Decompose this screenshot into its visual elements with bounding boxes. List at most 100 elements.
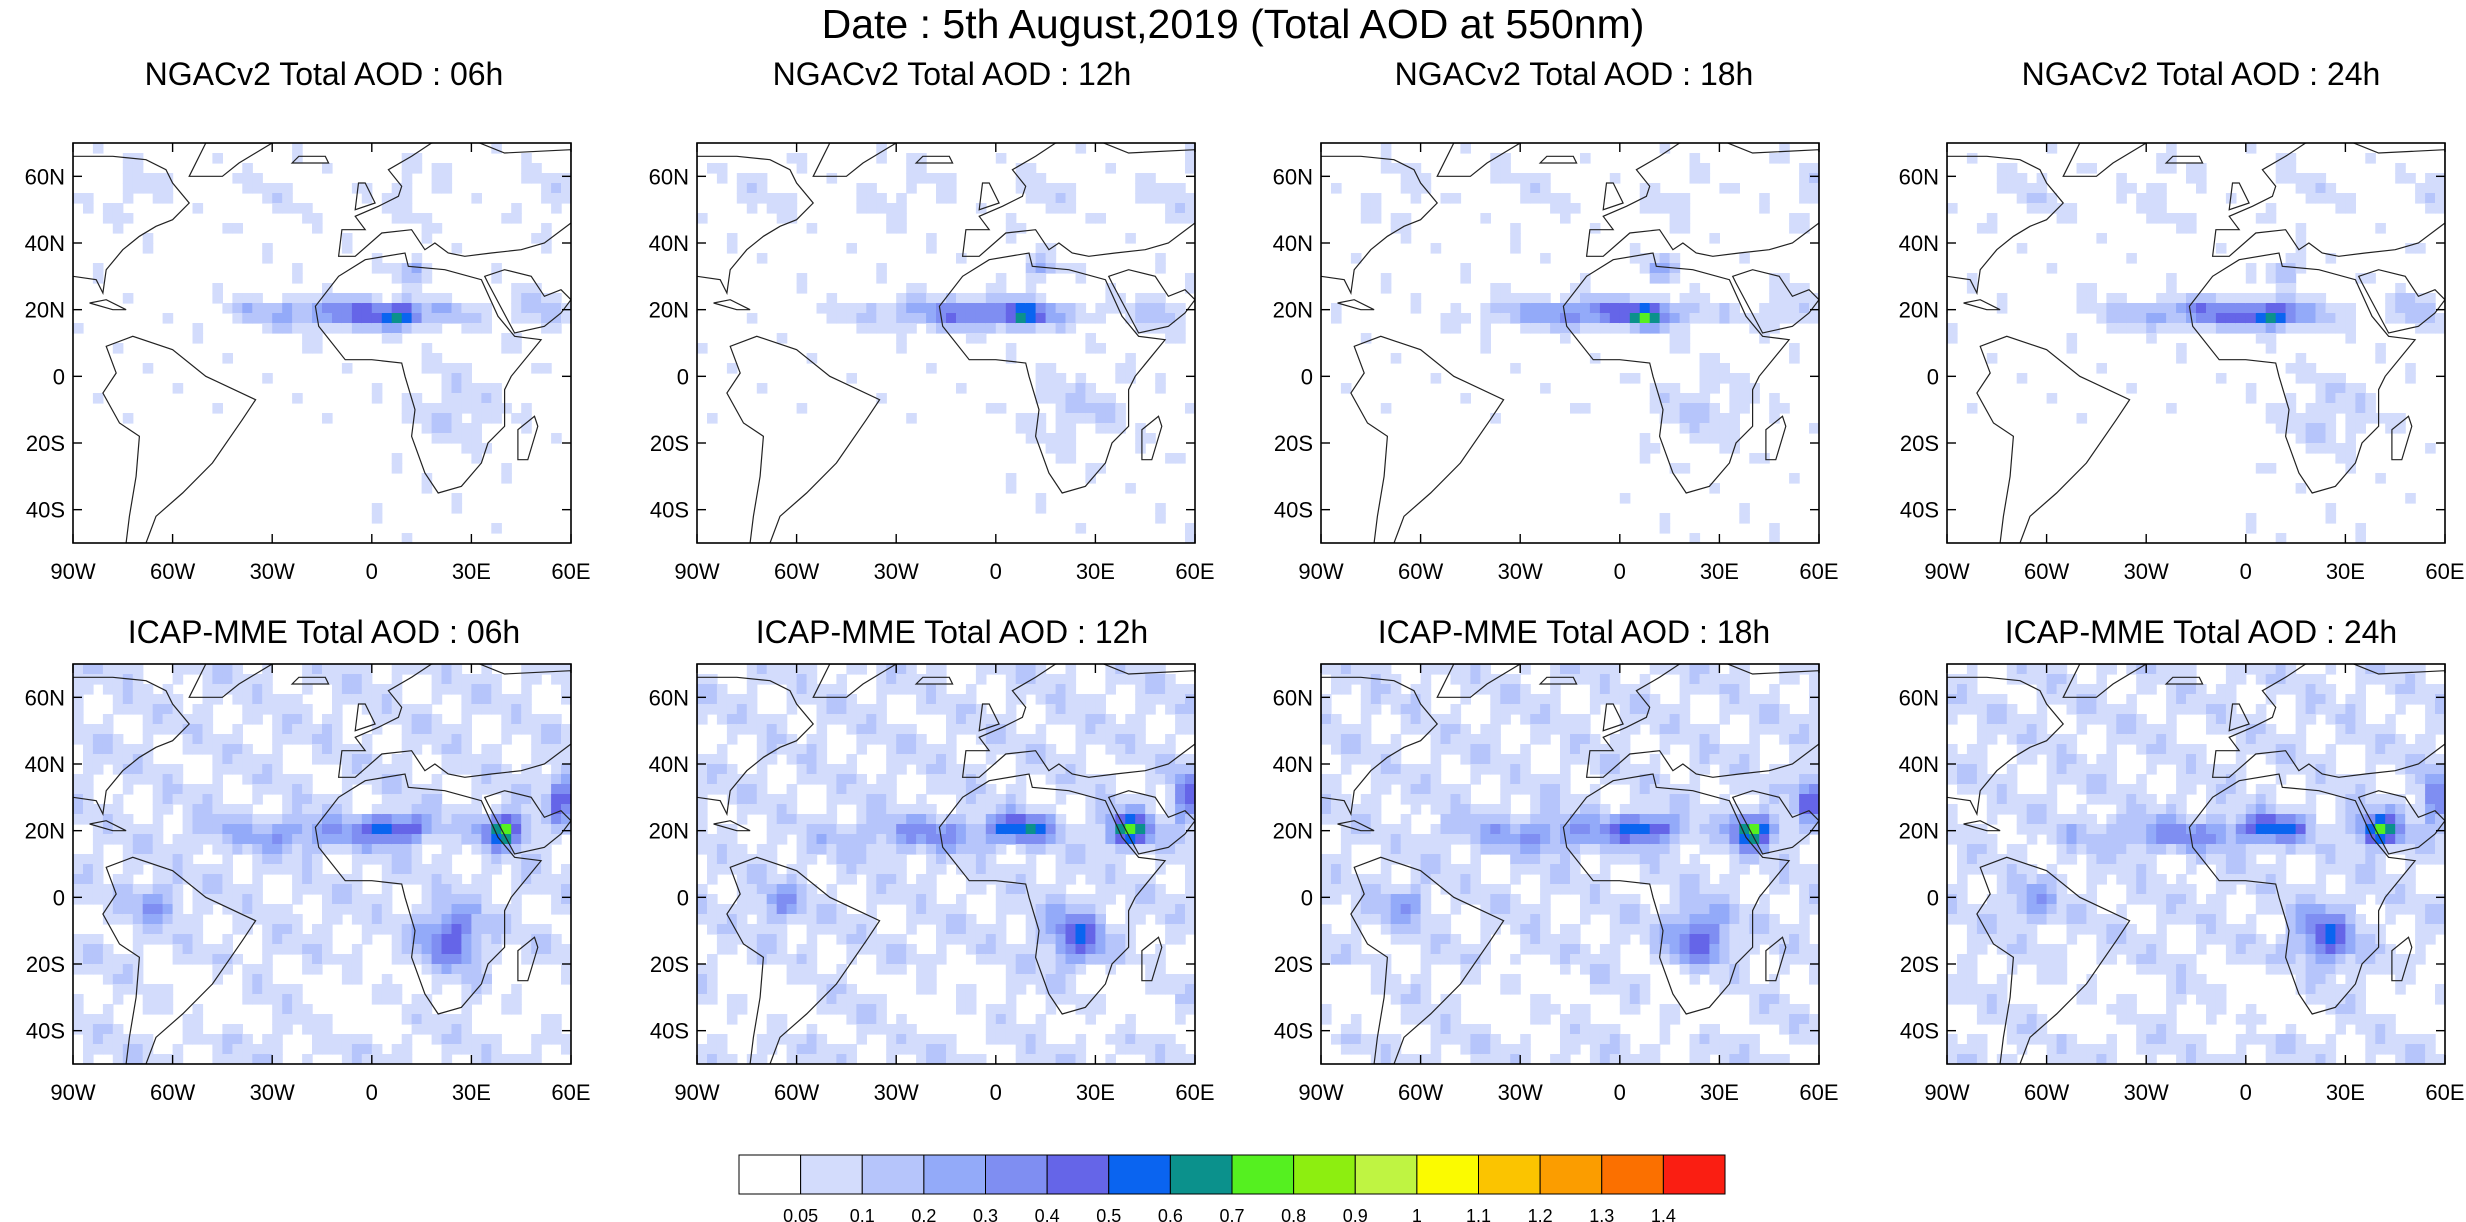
aod-cell (886, 874, 897, 885)
aod-cell (292, 734, 303, 745)
aod-cell (1966, 283, 1978, 294)
aod-cell (381, 303, 393, 314)
aod-cell (1560, 193, 1571, 204)
aod-cell (2315, 323, 2327, 334)
aod-cell (242, 1034, 253, 1045)
coastline (713, 820, 751, 832)
aod-cell (431, 934, 443, 945)
aod-cell (312, 1024, 323, 1035)
aod-cell (876, 814, 887, 825)
aod-cell (551, 724, 562, 735)
aod-cell (1759, 313, 1770, 324)
aod-cell (2295, 233, 2307, 244)
aod-cell (541, 944, 552, 955)
aod-cell (856, 664, 867, 675)
aod-cell (1609, 293, 1621, 304)
aod-cell (1390, 353, 1402, 364)
aod-cell (421, 884, 433, 895)
aod-cell (1350, 924, 1362, 935)
aod-cell (1520, 944, 1531, 955)
aod-cell (421, 223, 433, 234)
aod-cell (1799, 213, 1810, 224)
aod-cell (182, 914, 194, 925)
aod-cell (836, 674, 847, 685)
aod-cell (1669, 333, 1681, 344)
aod-cell (1390, 924, 1402, 935)
aod-cell (172, 694, 184, 705)
aod-cell (1175, 704, 1186, 715)
aod-cell (1490, 914, 1501, 925)
aod-cell (2156, 163, 2167, 174)
aod-cell (2315, 443, 2327, 454)
aod-cell (83, 744, 94, 755)
aod-cell (786, 904, 798, 915)
aod-cell (1500, 173, 1511, 184)
aod-cell (1440, 724, 1452, 735)
aod-cell (886, 744, 897, 755)
aod-cell (896, 864, 907, 875)
aod-cell (312, 724, 323, 735)
aod-cell (1709, 483, 1720, 494)
aod-cell (736, 914, 748, 925)
aod-cell (965, 684, 977, 695)
aod-cell (926, 363, 937, 374)
aod-cell (92, 814, 104, 825)
aod-cell (1500, 894, 1511, 905)
aod-cell (1480, 343, 1491, 354)
aod-cell (401, 1044, 413, 1055)
aod-cell (1510, 834, 1521, 845)
aod-cell (272, 704, 283, 715)
aod-cell (1115, 1034, 1126, 1045)
aod-cell (441, 934, 453, 945)
aod-cell (351, 1034, 363, 1045)
aod-cell (1025, 934, 1037, 945)
aod-cell (531, 864, 542, 875)
aod-cell (371, 694, 383, 705)
aod-cell (1460, 894, 1471, 905)
aod-cell (182, 864, 194, 875)
aod-cell (1075, 924, 1087, 935)
aod-cell (1085, 313, 1096, 324)
aod-cell (441, 854, 453, 865)
aod-cell (946, 754, 957, 765)
aod-cell (1500, 674, 1511, 685)
aod-cell (521, 423, 532, 434)
aod-cell (1095, 844, 1106, 855)
aod-cell (361, 674, 373, 685)
aod-cell (262, 924, 273, 935)
aod-cell (2176, 323, 2187, 334)
aod-cell (391, 674, 403, 685)
aod-cell (1410, 293, 1422, 304)
aod-cell (1340, 734, 1352, 745)
aod-cell (985, 403, 997, 414)
aod-cell (1480, 884, 1491, 895)
aod-cell (162, 774, 174, 785)
aod-cell (1115, 664, 1126, 675)
aod-cell (716, 834, 728, 845)
aod-cell (995, 924, 1007, 935)
aod-cell (2295, 323, 2307, 334)
aod-cell (1055, 754, 1067, 765)
aod-cell (1095, 313, 1106, 324)
aod-cell (1005, 704, 1017, 715)
aod-cell (561, 173, 571, 184)
aod-cell (312, 794, 323, 805)
aod-cell (1085, 854, 1096, 865)
aod-cell (796, 954, 808, 965)
aod-cell (926, 243, 937, 254)
aod-cell (132, 834, 144, 845)
aod-cell (2315, 403, 2327, 414)
lon-tick-label: 60W (150, 1080, 195, 1105)
aod-cell (232, 1054, 243, 1064)
aod-cell (1321, 944, 1332, 955)
aod-cell (401, 393, 413, 404)
aod-cell (322, 834, 333, 845)
coastline (1602, 182, 1624, 211)
aod-cell (272, 1044, 283, 1055)
aod-cell (421, 313, 433, 324)
aod-cell (381, 924, 393, 935)
aod-cell (332, 914, 343, 925)
aod-cell (1085, 694, 1096, 705)
aod-cell (421, 824, 433, 835)
lon-tick-label: 60E (1799, 559, 1838, 584)
